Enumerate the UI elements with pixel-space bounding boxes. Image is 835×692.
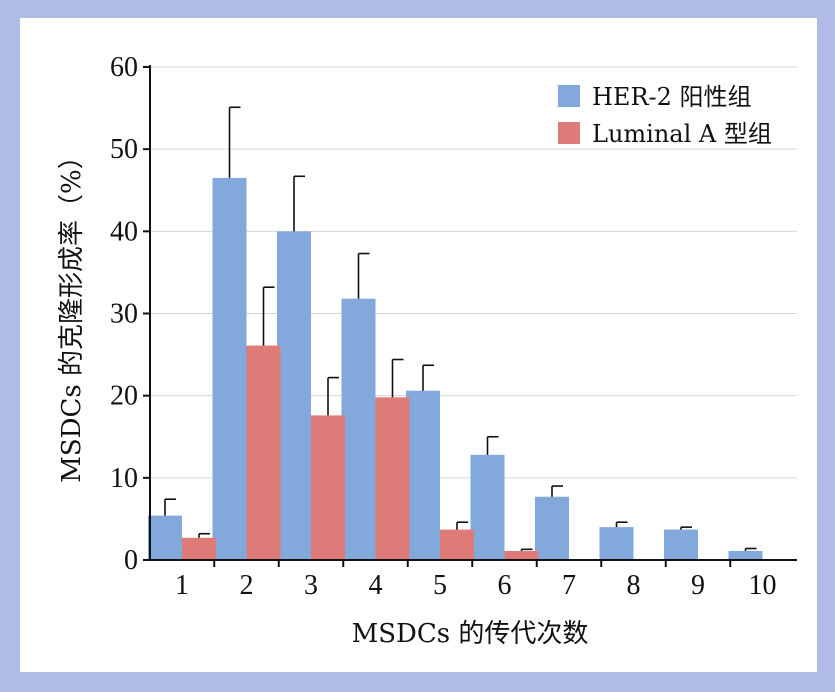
x-tick-label: 5 xyxy=(433,570,447,601)
y-tick-label: 50 xyxy=(110,134,138,165)
legend-label: Luminal A 型组 xyxy=(592,120,772,148)
bar xyxy=(148,515,182,560)
bar xyxy=(277,231,311,561)
bar xyxy=(212,177,247,561)
bar xyxy=(599,527,634,560)
bar xyxy=(664,529,698,560)
bar xyxy=(728,550,763,560)
x-tick-label: 8 xyxy=(627,570,641,601)
y-tick-label: 10 xyxy=(110,463,138,494)
y-tick-label: 40 xyxy=(110,216,138,247)
bar xyxy=(440,529,474,560)
x-tick-label: 6 xyxy=(498,570,512,601)
x-tick-label: 2 xyxy=(240,570,254,601)
y-axis-label: MSDCs 的克隆形成率（%） xyxy=(57,143,87,483)
y-tick-label: 0 xyxy=(124,545,138,576)
y-tick-label: 20 xyxy=(110,381,138,412)
bar xyxy=(341,298,376,560)
y-tick-label: 30 xyxy=(110,299,138,330)
chart-panel xyxy=(20,18,817,672)
bar xyxy=(470,454,505,560)
bar xyxy=(182,537,216,560)
bar xyxy=(504,550,539,560)
legend-swatch xyxy=(558,85,580,107)
x-tick-label: 4 xyxy=(369,570,383,601)
bar xyxy=(535,496,569,560)
x-tick-label: 7 xyxy=(562,570,576,601)
x-tick-label: 9 xyxy=(691,570,705,601)
bar xyxy=(406,390,440,560)
x-tick-label: 10 xyxy=(749,570,777,601)
bar xyxy=(246,345,281,560)
y-tick-label: 60 xyxy=(110,52,138,83)
x-axis-label: MSDCs 的传代次数 xyxy=(352,619,589,649)
legend-label: HER-2 阳性组 xyxy=(592,83,752,111)
bar xyxy=(311,415,345,560)
bar xyxy=(375,397,410,560)
x-tick-label: 3 xyxy=(304,570,318,601)
legend-swatch xyxy=(558,122,580,144)
x-tick-label: 1 xyxy=(175,570,189,601)
